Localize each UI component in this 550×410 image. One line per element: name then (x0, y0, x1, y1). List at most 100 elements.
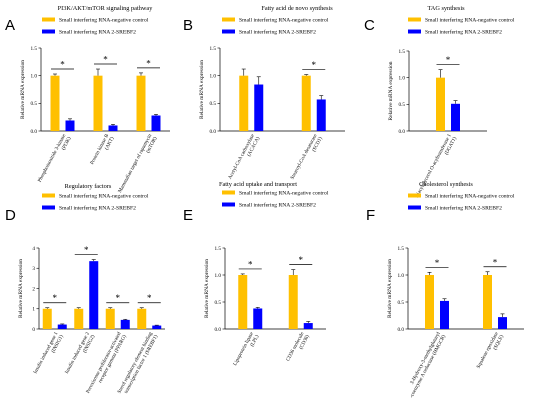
bar-srebf2 (108, 125, 118, 131)
significance-star: * (84, 245, 89, 255)
legend: Small interfering RNA-negative control Sm… (42, 193, 149, 212)
legend-swatch-control (222, 190, 235, 195)
panel-a: A PI3K/AKT/mTOR signaling pathway Small in… (5, 5, 170, 196)
panel-letter: A (5, 17, 15, 34)
panel-title: Fatty acid de novo synthesis (261, 5, 333, 12)
legend-label-srebf2: Small interfering RNA 2-SREBF2 (59, 29, 136, 36)
y-tick-label: 1.0 (215, 273, 222, 279)
bar-srebf2 (57, 324, 67, 329)
legend-swatch-control (222, 17, 235, 22)
category-label: Squalene epoxidase(SQLE) (476, 330, 506, 372)
category-label-line: Acetyl-CoA carboxylase (227, 132, 256, 180)
y-tick-label: 0.0 (210, 129, 217, 135)
legend-label-srebf2: Small interfering RNA 2-SREBF2 (59, 205, 136, 212)
panel-title: Fatty acid uptake and transport (219, 181, 297, 188)
legend-swatch-srebf2 (42, 29, 55, 34)
bar-control (483, 275, 492, 329)
bar-control (136, 75, 146, 131)
significance-star: * (147, 293, 152, 303)
bar-srebf2 (89, 261, 99, 329)
bar-control (301, 75, 311, 131)
legend-label-control: Small interfering RNA-negative control (425, 193, 515, 200)
legend-swatch-srebf2 (222, 202, 235, 207)
bar-srebf2 (303, 323, 313, 329)
significance-star: * (299, 255, 304, 265)
legend-swatch-control (42, 193, 55, 198)
legend: Small interfering RNA-negative control Sm… (408, 193, 515, 212)
legend-swatch-control (408, 17, 421, 22)
legend-swatch-control (42, 17, 55, 22)
category-label: Mammalian target of rapamycin(mTOR) (116, 132, 159, 196)
legend-label-control: Small interfering RNA-negative control (59, 193, 149, 200)
y-axis-label: Relative mRNA expression (387, 259, 393, 318)
y-axis-label: Relative mRNA expression (20, 60, 26, 119)
category-label: Acetyl-CoA carboxylase(ACACA) (227, 132, 262, 183)
significance-star: * (53, 293, 58, 303)
y-tick-label: 1.5 (399, 49, 406, 55)
y-tick-label: 2 (32, 286, 35, 292)
legend-label-srebf2: Small interfering RNA 2-SREBF2 (239, 29, 316, 36)
bar-control (288, 275, 298, 329)
y-tick-label: 1.0 (210, 73, 217, 79)
category-label-line: Phosphoinositide 3-kinase (37, 132, 68, 183)
panel-letter: E (183, 207, 193, 224)
legend-swatch-srebf2 (408, 29, 421, 34)
panel-f: F Cholesterol synthesis Small interfering … (366, 181, 524, 399)
y-tick-label: 0.5 (399, 102, 406, 108)
bar-control (137, 308, 147, 329)
y-tick-label: 3 (32, 266, 35, 272)
legend-swatch-srebf2 (42, 205, 55, 210)
legend-label-control: Small interfering RNA-negative control (239, 17, 329, 24)
legend-label-control: Small interfering RNA-negative control (425, 17, 515, 24)
significance-star: * (435, 258, 440, 268)
bar-srebf2 (151, 115, 161, 131)
bar-control (425, 275, 434, 329)
category-label: Phosphoinositide 3-kinase(PI3K) (37, 132, 73, 186)
y-axis-label: Relative mRNA expression (18, 259, 24, 318)
category-label: Insulin induced gene 2(INSIG2) (64, 331, 97, 378)
y-tick-label: 0.5 (31, 101, 38, 107)
significance-star: * (312, 60, 317, 70)
legend-label-srebf2: Small interfering RNA 2-SREBF2 (425, 29, 502, 36)
panel-title: Regulatory factors (65, 183, 112, 190)
panel-letter: D (5, 207, 16, 224)
bar-control (238, 275, 248, 329)
category-label: CD36 molecule(CD36) (285, 330, 311, 365)
legend-swatch-control (408, 193, 421, 198)
y-tick-label: 0.5 (210, 101, 217, 107)
bar-control (42, 308, 52, 329)
panel-b: B Fatty acid de novo synthesis Small inter… (183, 5, 345, 183)
category-label-line: transcription factor 1 (SREBF1) (122, 333, 159, 394)
bar-srebf2 (253, 308, 263, 329)
category-label-line: Mammalian target of rapamycin (116, 132, 153, 194)
legend: Small interfering RNA-negative control Sm… (222, 17, 329, 36)
y-tick-label: 0.0 (215, 327, 222, 333)
legend-label-srebf2: Small interfering RNA 2-SREBF2 (425, 205, 502, 212)
bar-control (93, 75, 103, 131)
panel-letter: C (364, 17, 375, 34)
category-label: Stearoyl-CoA desaturase(SCD1) (290, 132, 325, 183)
y-tick-label: 0.0 (398, 327, 405, 333)
bar-srebf2 (440, 300, 449, 329)
y-tick-label: 0.5 (398, 300, 405, 306)
category-label-line: 3-Hydroxy-3-methylglutaryl (409, 331, 442, 386)
y-tick-label: 0 (32, 327, 35, 333)
y-tick-label: 1.0 (31, 73, 38, 79)
y-axis-label: Relative mRNA expression (204, 259, 210, 318)
bar-srebf2 (498, 317, 507, 329)
panel-letter: F (366, 207, 375, 224)
y-tick-label: 1.0 (398, 273, 405, 279)
category-label-line: Diacylglycerol O-acyltransferase 1 (413, 132, 453, 199)
bar-srebf2 (120, 319, 130, 329)
y-axis-label: Relative mRNA expression (199, 60, 205, 119)
legend: Small interfering RNA-negative control Sm… (408, 17, 515, 36)
significance-star: * (493, 257, 498, 267)
y-tick-label: 1 (32, 307, 35, 313)
significance-star: * (60, 60, 65, 70)
category-label: Protein kinase B(AKT) (89, 133, 116, 169)
y-tick-label: 1.0 (399, 75, 406, 81)
y-tick-label: 1.5 (215, 246, 222, 252)
significance-star: * (446, 55, 451, 65)
